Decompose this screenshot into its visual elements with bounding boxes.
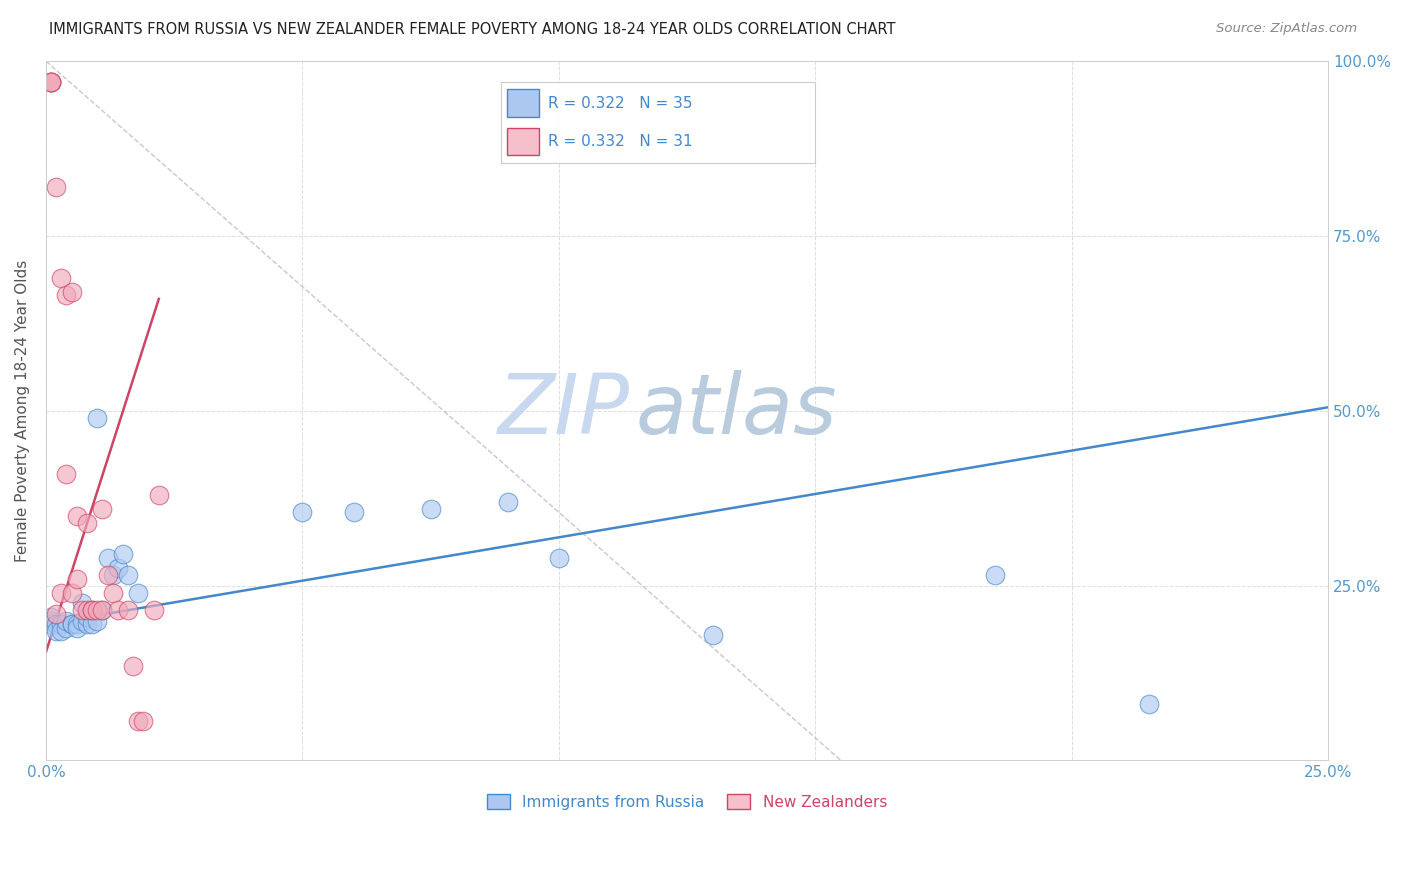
Point — [86, 603, 108, 617]
Point — [55, 288, 77, 302]
Point — [91, 501, 114, 516]
Point — [39, 75, 62, 89]
Point — [86, 614, 108, 628]
Point — [132, 714, 155, 728]
Point — [60, 585, 83, 599]
Point — [60, 617, 83, 632]
Point — [66, 621, 89, 635]
Point — [82, 603, 104, 617]
Point — [76, 617, 98, 632]
Point — [343, 505, 366, 519]
Point — [117, 568, 139, 582]
Point — [82, 603, 104, 617]
Point — [39, 614, 62, 628]
Text: IMMIGRANTS FROM RUSSIA VS NEW ZEALANDER FEMALE POVERTY AMONG 18-24 YEAR OLDS COR: IMMIGRANTS FROM RUSSIA VS NEW ZEALANDER … — [49, 22, 896, 37]
Legend: Immigrants from Russia, New Zealanders: Immigrants from Russia, New Zealanders — [481, 788, 893, 815]
Point — [82, 617, 104, 632]
Point — [39, 617, 62, 632]
Point — [91, 603, 114, 617]
Point — [127, 714, 149, 728]
Point — [111, 547, 134, 561]
Point — [55, 467, 77, 481]
Point — [66, 572, 89, 586]
Point — [117, 603, 139, 617]
Point — [496, 494, 519, 508]
Point — [39, 75, 62, 89]
Point — [702, 627, 724, 641]
Point — [419, 501, 441, 516]
Point — [51, 617, 73, 632]
Point — [51, 271, 73, 285]
Point — [45, 624, 67, 638]
Text: ZIP: ZIP — [498, 370, 630, 451]
Point — [91, 603, 114, 617]
Point — [70, 596, 93, 610]
Point — [96, 568, 118, 582]
Point — [547, 550, 569, 565]
Point — [70, 603, 93, 617]
Point — [66, 508, 89, 523]
Point — [1137, 698, 1160, 712]
Point — [60, 617, 83, 632]
Point — [101, 568, 124, 582]
Point — [107, 561, 129, 575]
Point — [101, 585, 124, 599]
Point — [70, 614, 93, 628]
Point — [39, 610, 62, 624]
Text: Source: ZipAtlas.com: Source: ZipAtlas.com — [1216, 22, 1357, 36]
Point — [122, 659, 145, 673]
Point — [51, 624, 73, 638]
Point — [148, 488, 170, 502]
Point — [45, 607, 67, 621]
Point — [66, 617, 89, 632]
Point — [39, 75, 62, 89]
Point — [55, 614, 77, 628]
Point — [76, 516, 98, 530]
Point — [76, 610, 98, 624]
Point — [51, 585, 73, 599]
Point — [45, 617, 67, 632]
Point — [55, 621, 77, 635]
Point — [86, 410, 108, 425]
Point — [76, 603, 98, 617]
Point — [127, 585, 149, 599]
Point — [107, 603, 129, 617]
Y-axis label: Female Poverty Among 18-24 Year Olds: Female Poverty Among 18-24 Year Olds — [15, 260, 30, 562]
Point — [291, 505, 314, 519]
Point — [96, 550, 118, 565]
Point — [984, 568, 1007, 582]
Text: atlas: atlas — [636, 370, 838, 451]
Point — [39, 75, 62, 89]
Point — [45, 180, 67, 194]
Point — [142, 603, 165, 617]
Point — [60, 285, 83, 299]
